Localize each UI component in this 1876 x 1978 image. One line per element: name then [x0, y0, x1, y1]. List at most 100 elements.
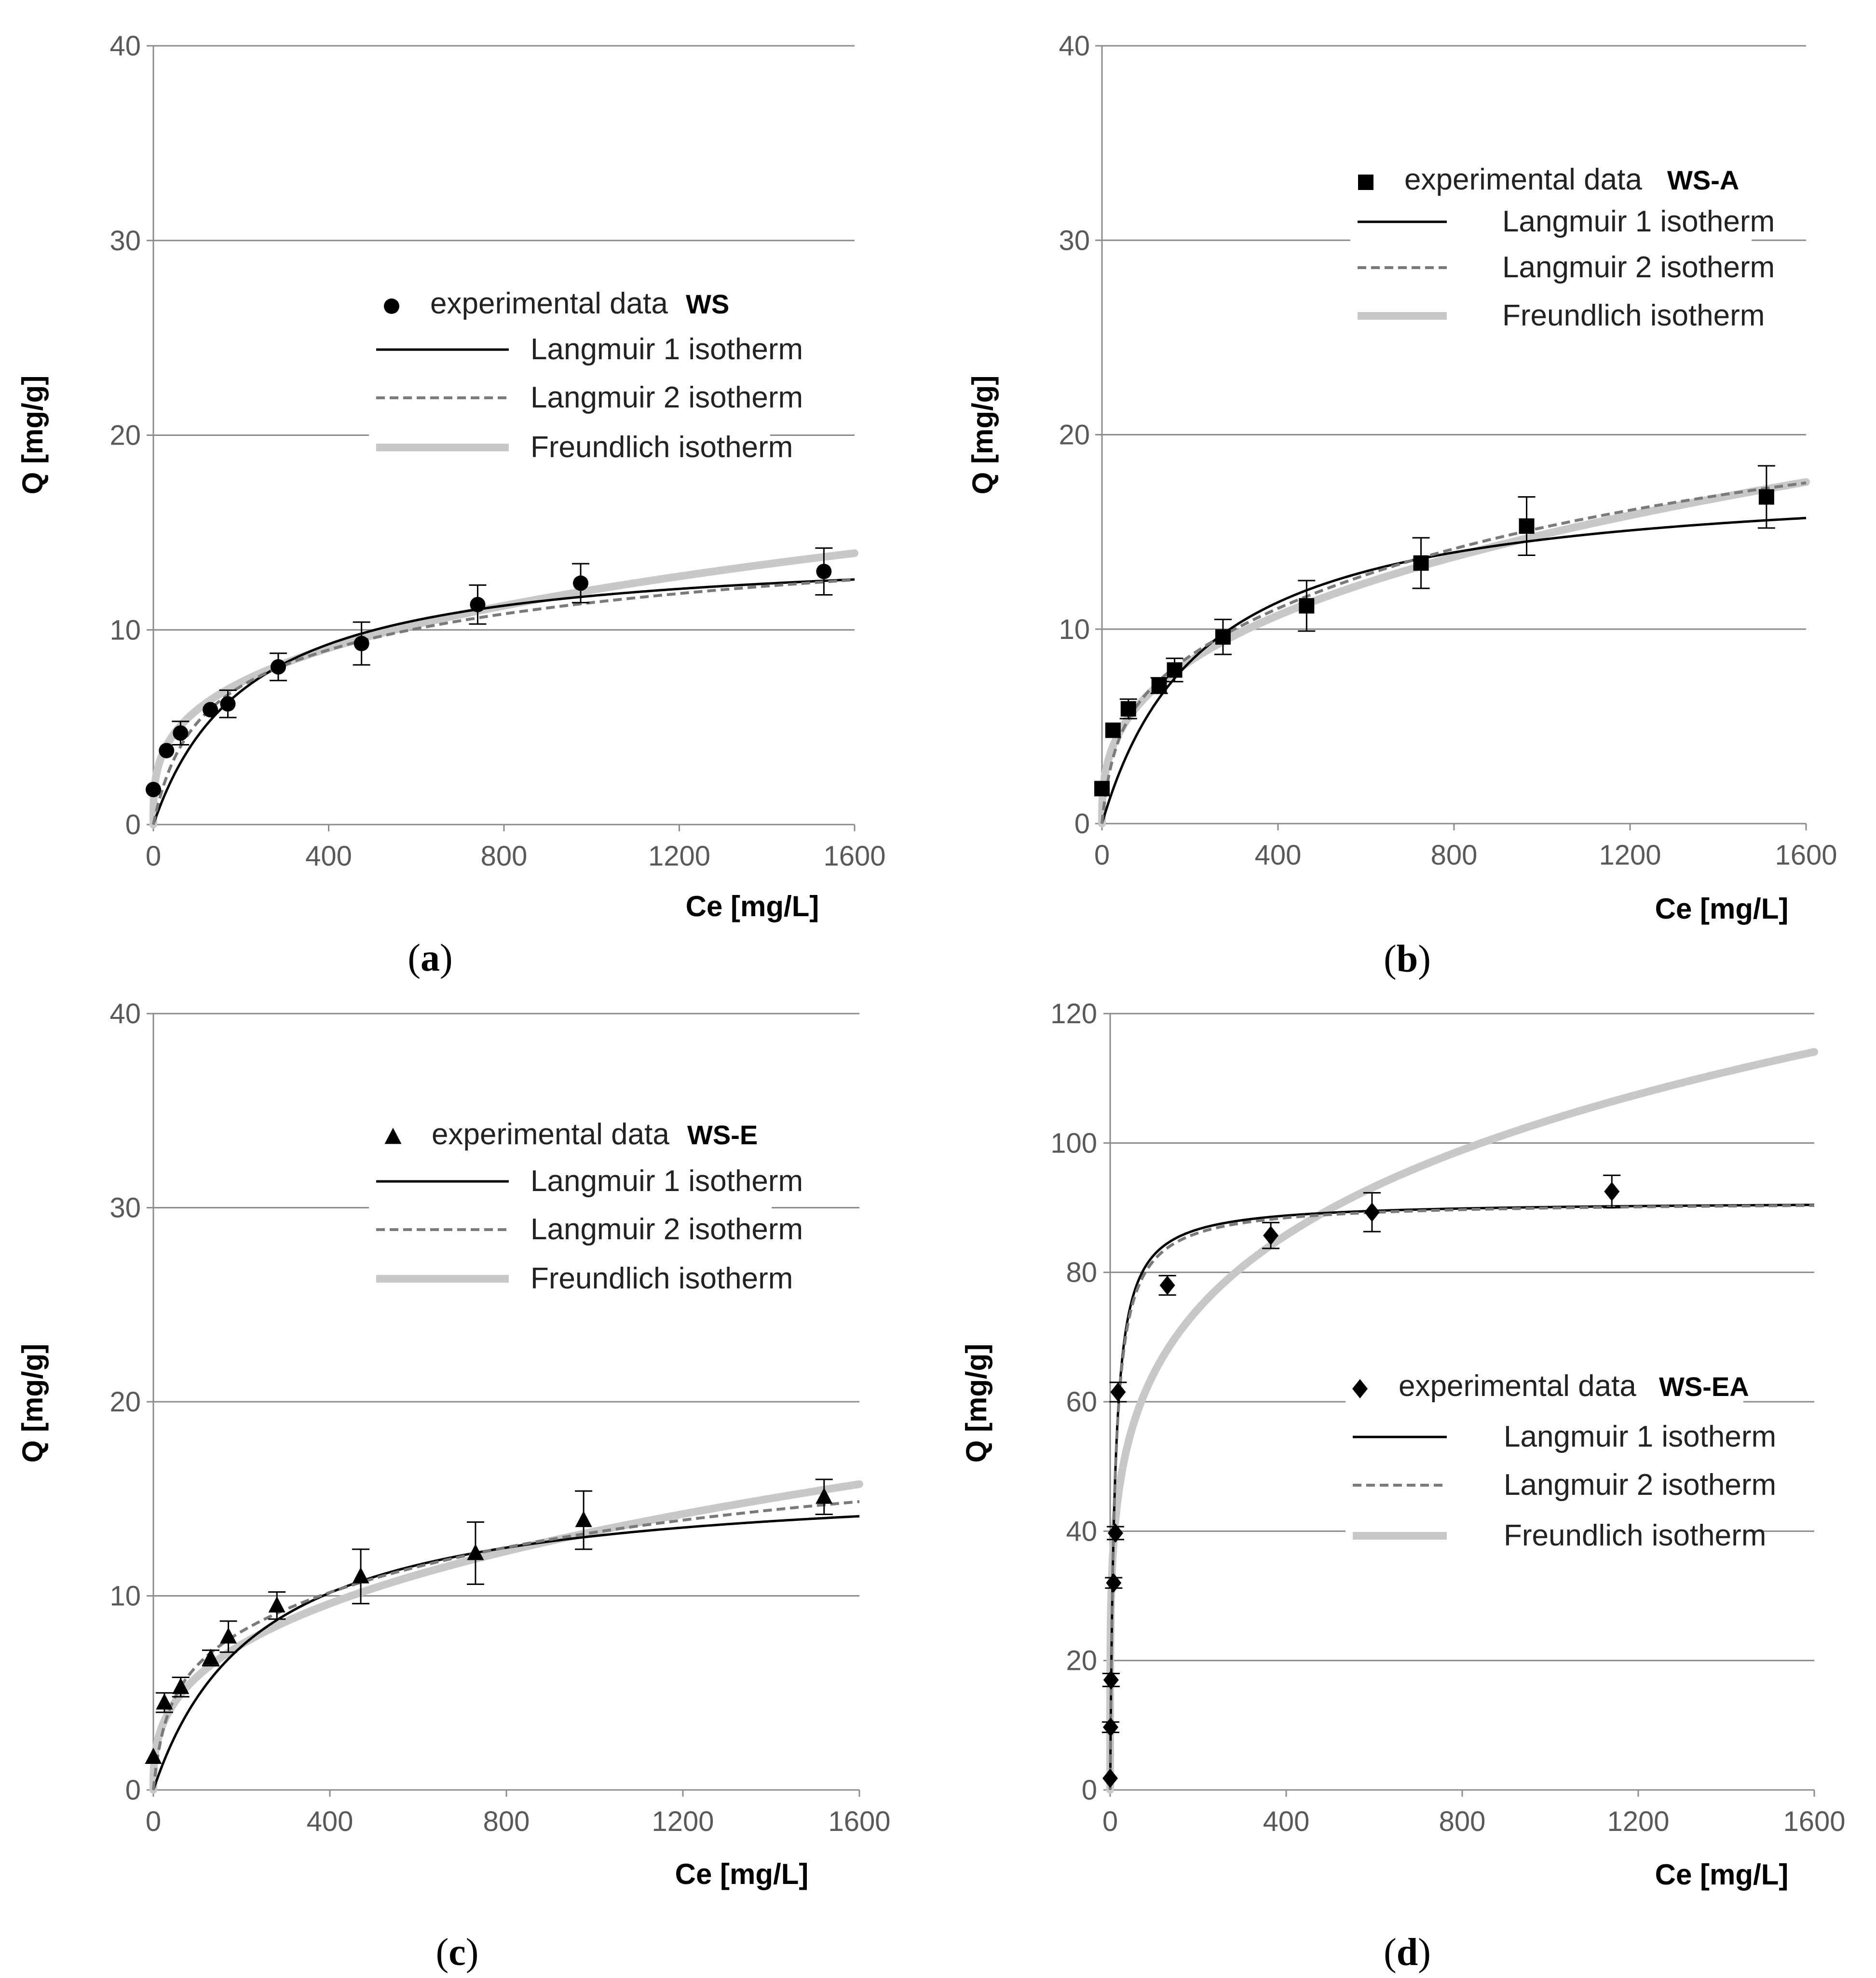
x-tick-label: 800: [483, 1806, 530, 1837]
langmuir1-curve: [152, 578, 855, 825]
data-point: [220, 696, 236, 712]
legend-label: Langmuir 2 isotherm: [530, 381, 803, 414]
data-point: [467, 1544, 484, 1560]
legend-marker: [1358, 175, 1373, 190]
data-point: [1120, 701, 1136, 717]
x-tick-label: 800: [481, 840, 528, 872]
legend-label: Freundlich isotherm: [1504, 1519, 1766, 1552]
data-point: [1151, 677, 1167, 693]
data-point: [575, 1511, 592, 1527]
data-point: [573, 575, 589, 591]
data-point: [1102, 1768, 1118, 1788]
y-tick-label: 20: [109, 1386, 141, 1418]
x-tick-label: 1200: [1607, 1806, 1669, 1837]
legend-label: Langmuir 1 isotherm: [1504, 1420, 1776, 1453]
legend: experimental data WS Langmuir 1 isotherm La…: [369, 282, 803, 479]
x-tick-label: 0: [146, 840, 161, 872]
legend-marker: [384, 1127, 402, 1144]
langmuir1-curve: [1101, 516, 1807, 824]
freundlich-curve: [150, 549, 858, 828]
legend: experimental data WS-E Langmuir 1 isotherm…: [369, 1113, 803, 1310]
x-tick-label: 1600: [828, 1806, 890, 1837]
data-point: [173, 725, 189, 741]
data-point: [1105, 722, 1121, 738]
y-tick-label: 0: [1074, 808, 1090, 840]
x-tick-label: 400: [307, 1806, 353, 1837]
data-point: [1110, 1382, 1126, 1402]
data-point: [1103, 1670, 1119, 1690]
y-tick-label: 20: [109, 420, 141, 451]
legend-label: experimental data: [1404, 163, 1642, 196]
legend-sample-tag: WS: [686, 289, 729, 319]
x-tick-label: 1200: [1599, 840, 1661, 871]
x-tick-label: 400: [1263, 1806, 1310, 1837]
x-tick-label: 1600: [823, 840, 885, 872]
langmuir2-curve: [1101, 481, 1807, 824]
data-point: [202, 1649, 219, 1665]
x-axis-title: Ce [mg/L]: [1655, 1858, 1789, 1891]
legend-label: Freundlich isotherm: [1502, 299, 1765, 332]
y-tick-label: 10: [1059, 614, 1090, 645]
data-point: [1604, 1181, 1620, 1201]
y-tick-label: 80: [1066, 1257, 1097, 1288]
y-tick-label: 10: [109, 1581, 141, 1612]
x-tick-label: 1200: [652, 1806, 714, 1837]
y-tick-label: 20: [1066, 1645, 1097, 1677]
x-axis-title: Ce [mg/L]: [675, 1858, 809, 1890]
data-point: [816, 564, 832, 580]
panel-caption: (b): [1384, 938, 1431, 980]
x-tick-label: 0: [1094, 840, 1110, 871]
data-point: [1215, 629, 1231, 645]
y-tick-label: 0: [1082, 1775, 1097, 1806]
y-tick-label: 20: [1059, 420, 1090, 451]
data-point: [1413, 555, 1429, 571]
data-point: [1263, 1226, 1279, 1246]
freundlich-curve: [150, 1480, 863, 1794]
y-tick-label: 40: [1059, 30, 1090, 62]
data-point: [1094, 781, 1110, 797]
legend-label: Langmuir 2 isotherm: [1502, 251, 1775, 284]
data-point: [172, 1678, 190, 1694]
y-tick-label: 30: [109, 225, 141, 257]
data-point: [268, 1596, 285, 1613]
legend-label: Langmuir 1 isotherm: [530, 333, 803, 366]
x-tick-label: 1600: [1775, 840, 1837, 871]
y-axis-title: Q [mg/g]: [16, 1344, 49, 1463]
x-tick-label: 800: [1431, 840, 1478, 871]
legend-label: Freundlich isotherm: [530, 1262, 793, 1295]
data-point: [219, 1627, 237, 1644]
panel-caption: (a): [408, 937, 452, 979]
data-point: [1299, 598, 1315, 614]
data-point: [146, 782, 161, 798]
y-tick-label: 30: [1059, 225, 1090, 256]
x-tick-label: 1600: [1783, 1806, 1845, 1837]
langmuir2-curve: [152, 578, 855, 825]
langmuir1-curve: [152, 1515, 860, 1790]
data-point: [156, 1693, 173, 1710]
data-point: [1167, 662, 1183, 678]
legend-label: Langmuir 2 isotherm: [1504, 1468, 1776, 1502]
data-point: [1159, 1275, 1175, 1295]
data-point: [1364, 1202, 1380, 1222]
legend-label: Langmuir 1 isotherm: [1502, 205, 1775, 238]
legend: experimental data WS-A Langmuir 1 isotherm…: [1350, 158, 1775, 347]
y-tick-label: 10: [109, 614, 141, 646]
x-axis-title: Ce [mg/L]: [686, 890, 819, 922]
legend-sample-tag: WS-A: [1667, 165, 1739, 195]
y-tick-label: 120: [1050, 998, 1097, 1030]
data-point: [270, 659, 286, 675]
data-point: [470, 596, 486, 612]
legend-sample-tag: WS-EA: [1659, 1371, 1749, 1402]
legend-label: experimental data: [432, 1118, 669, 1151]
data-point: [159, 743, 175, 759]
y-tick-label: 40: [109, 998, 141, 1030]
legend-marker: [384, 298, 399, 314]
y-axis-title: Q [mg/g]: [16, 376, 49, 495]
x-tick-label: 0: [1102, 1806, 1118, 1837]
y-axis-title: Q [mg/g]: [966, 376, 999, 495]
legend-label: experimental data: [430, 287, 668, 320]
